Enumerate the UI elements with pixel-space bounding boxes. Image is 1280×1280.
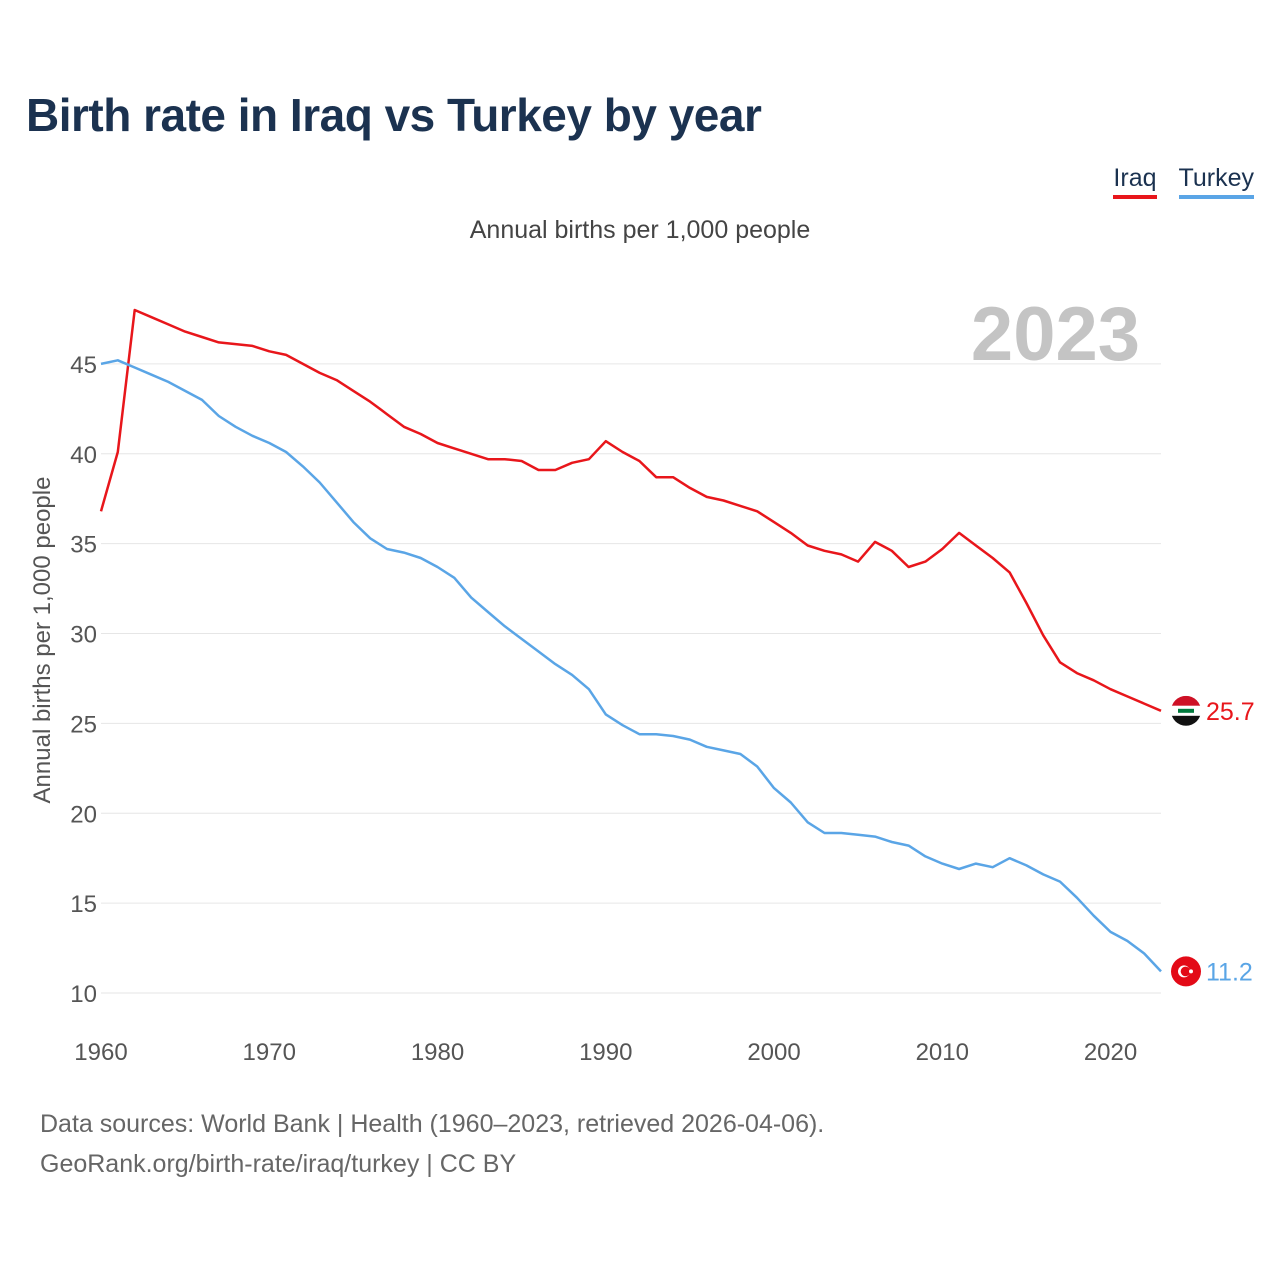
chart-title: Birth rate in Iraq vs Turkey by year [26,89,762,141]
y-tick-label-20: 20 [70,801,97,828]
series-lines [99,308,1162,973]
year-badge: 2023 [971,292,1140,377]
x-tick-label-1970: 1970 [243,1039,296,1066]
end-markers: 25.7 11.2 [1171,695,1255,987]
series-line-iraq[interactable] [99,308,1162,712]
y-tick-label-30: 30 [70,622,97,649]
y-tick-label-35: 35 [70,532,97,559]
chart-subtitle: Annual births per 1,000 people [469,216,811,244]
x-tick-label-1980: 1980 [411,1039,464,1066]
legend-item-turkey[interactable]: Turkey [1178,164,1254,199]
x-tick-label-2020: 2020 [1084,1039,1137,1066]
end-label-turkey: 11.2 [1206,958,1253,986]
grid-lines [101,363,1161,994]
y-axis-ticks: 10 15 20 25 30 35 40 45 [70,352,97,1008]
source-line-1: Data sources: World Bank | Health (1960–… [40,1110,825,1138]
x-tick-label-1960: 1960 [74,1039,127,1066]
source-note: Data sources: World Bank | Health (1960–… [40,1104,824,1184]
y-tick-label-15: 15 [70,891,97,918]
legend: Iraq Turkey [1113,164,1254,199]
y-tick-label-10: 10 [70,981,97,1008]
flag-icon-turkey [1171,956,1201,987]
series-line-turkey[interactable] [100,359,1162,973]
source-line-2: GeoRank.org/birth-rate/iraq/turkey | CC … [40,1150,517,1178]
end-label-iraq: 25.7 [1206,698,1255,726]
y-tick-label-45: 45 [70,352,97,379]
y-tick-label-40: 40 [70,442,97,469]
x-tick-label-2010: 2010 [916,1039,969,1066]
y-tick-label-25: 25 [70,711,97,738]
x-tick-label-2000: 2000 [747,1039,800,1066]
x-axis-ticks: 1960 1970 1980 1990 2000 2010 2020 [74,1039,1137,1066]
x-tick-label-1990: 1990 [579,1039,632,1066]
y-axis-label: Annual births per 1,000 people [29,477,56,804]
flag-icon-iraq [1171,695,1201,726]
legend-item-iraq[interactable]: Iraq [1113,164,1157,199]
